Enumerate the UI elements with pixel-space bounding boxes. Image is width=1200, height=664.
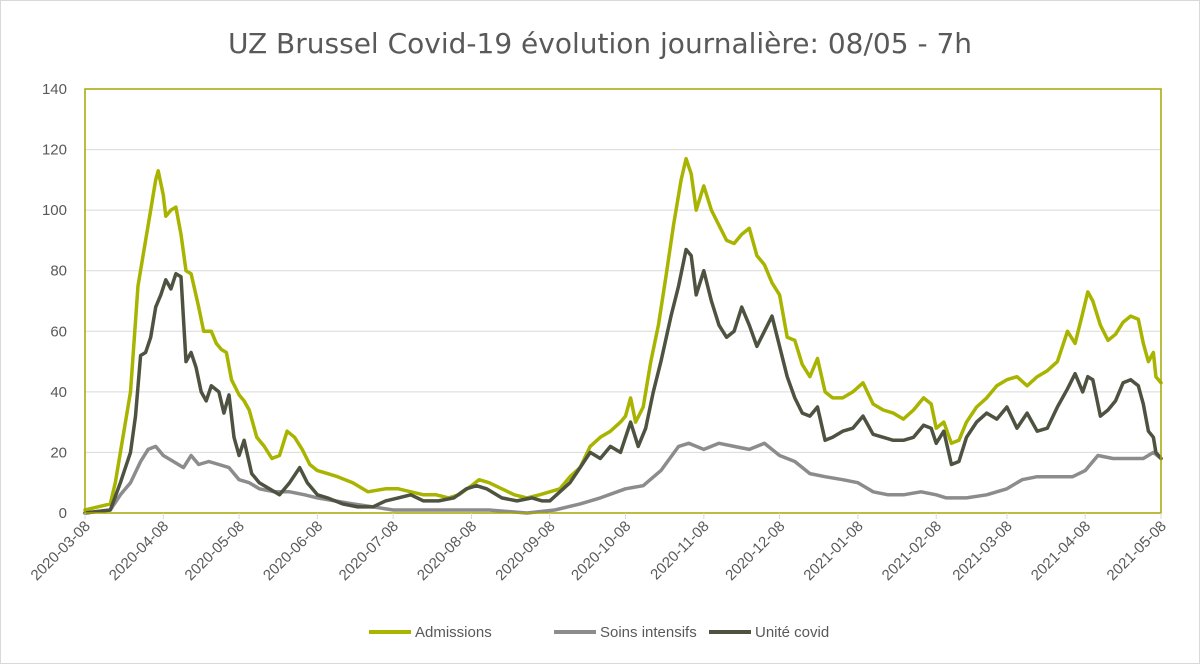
y-tick-label: 20 (50, 444, 67, 461)
chart-title: UZ Brussel Covid-19 évolution journalièr… (228, 27, 972, 60)
plot-area-border (84, 88, 1162, 514)
x-tick-label: 2021-04-08 (1028, 518, 1094, 584)
y-tick-label: 140 (42, 81, 67, 98)
x-tick-label: 2020-07-08 (336, 518, 402, 584)
y-axis-ticks: 0 20 40 60 80 100 120 140 (42, 81, 67, 522)
x-tick-label: 2021-03-08 (949, 518, 1015, 584)
x-tick-label: 2020-08-08 (414, 518, 480, 584)
x-tick-label: 2020-05-08 (182, 518, 248, 584)
y-tick-label: 120 (42, 142, 67, 159)
x-tick-label: 2020-11-08 (647, 518, 712, 583)
x-axis-ticks: 2020-03-08 2020-04-08 2020-05-08 2020-06-08… (28, 513, 1170, 584)
gridlines (85, 149, 1161, 453)
x-tick-label: 2020-09-08 (492, 518, 558, 584)
x-tick-label: 2020-10-08 (568, 518, 634, 584)
legend-label: Soins intensifs (600, 624, 697, 641)
y-tick-label: 60 (50, 323, 67, 340)
legend: Admissions Soins intensifs Unité covid (369, 624, 829, 641)
legend-label: Unité covid (755, 624, 829, 641)
series-line-admissions (83, 156, 1163, 512)
series-line-unit-covid (83, 247, 1163, 515)
x-tick-label: 2020-06-08 (260, 518, 326, 584)
x-tick-label: 2020-03-08 (28, 518, 94, 584)
legend-label: Admissions (415, 624, 492, 641)
x-tick-label: 2021-05-08 (1104, 518, 1170, 584)
y-tick-label: 0 (59, 505, 67, 522)
y-tick-label: 80 (50, 263, 67, 280)
x-tick-label: 2021-02-08 (879, 518, 945, 584)
y-tick-label: 100 (42, 202, 67, 219)
series-line-soins-intensifs (83, 441, 1163, 515)
x-tick-label: 2020-12-08 (722, 518, 788, 584)
series-lines (83, 156, 1163, 515)
x-tick-label: 2021-01-08 (800, 518, 866, 584)
y-tick-label: 40 (50, 384, 67, 401)
x-tick-label: 2020-04-08 (106, 518, 172, 584)
